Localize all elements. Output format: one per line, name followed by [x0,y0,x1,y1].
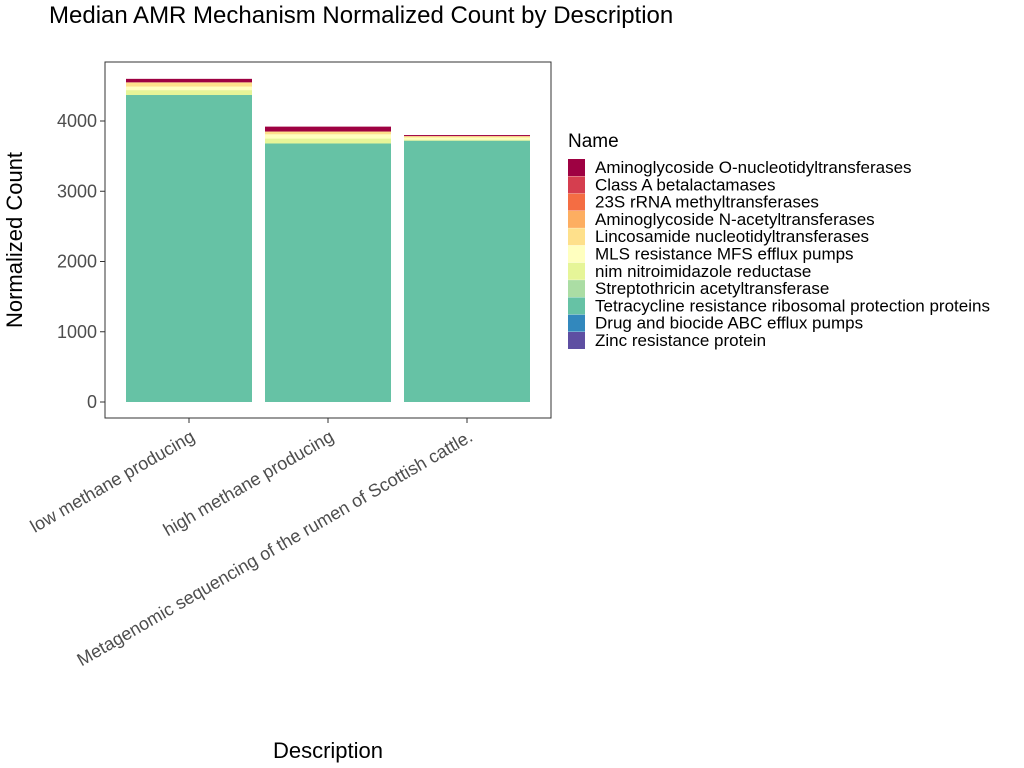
legend-item-label: Class A betalactamases [595,175,775,194]
bar-segment [126,82,252,87]
legend-item-label: Tetracycline resistance ribosomal protec… [595,296,990,315]
legend-item-label: Drug and biocide ABC efflux pumps [595,314,863,333]
legend-title: Name [568,131,619,152]
legend-item-label: Aminoglycoside O-nucleotidyltransferases [595,158,912,177]
bar-segment [126,95,252,402]
bar-segment [404,139,530,141]
bar-segment [265,131,391,135]
y-tick-label: 0 [87,392,97,412]
bar-segment [404,137,530,140]
legend-item-label: Zinc resistance protein [595,331,766,350]
y-tick-label: 1000 [57,322,97,342]
bar-segment [404,136,530,138]
legend-swatch [568,228,585,246]
legend-item-label: MLS resistance MFS efflux pumps [595,245,854,264]
bar-segment [126,78,252,83]
y-tick-label: 2000 [57,252,97,272]
bar-segment [265,134,391,139]
legend-swatch [568,262,585,280]
legend-item-label: Streptothricin acetyltransferase [595,279,829,298]
legend-swatch [568,332,585,349]
chart-title: Median AMR Mechanism Normalized Count by… [49,2,673,29]
legend-swatch [568,280,585,298]
legend-swatch [568,176,585,194]
bar-segment [265,143,391,403]
bar-segment [126,86,252,91]
legend-swatch [568,193,585,211]
y-tick-label: 4000 [57,111,97,131]
bar-segment [126,90,252,96]
legend-item-label: Aminoglycoside N-acetyltransferases [595,210,875,229]
bar-segment [265,138,391,144]
legend-item-label: nim nitroimidazole reductase [595,262,811,281]
y-axis-title: Normalized Count [2,152,27,328]
legend-item-label: Lincosamide nucleotidyltransferases [595,227,869,246]
legend: Name Aminoglycoside O-nucleotidyltransfe… [568,131,990,350]
legend-swatch [568,297,585,315]
bar-segment [404,135,530,137]
legend-swatch [568,314,585,332]
bar-segment [265,126,391,132]
bar-segment [404,140,530,403]
legend-item-label: 23S rRNA methyltransferases [595,193,819,212]
legend-swatch [568,245,585,263]
y-tick-label: 3000 [57,181,97,201]
legend-swatch [568,159,585,176]
legend-swatch [568,210,585,228]
x-axis-title: Description [273,738,383,763]
